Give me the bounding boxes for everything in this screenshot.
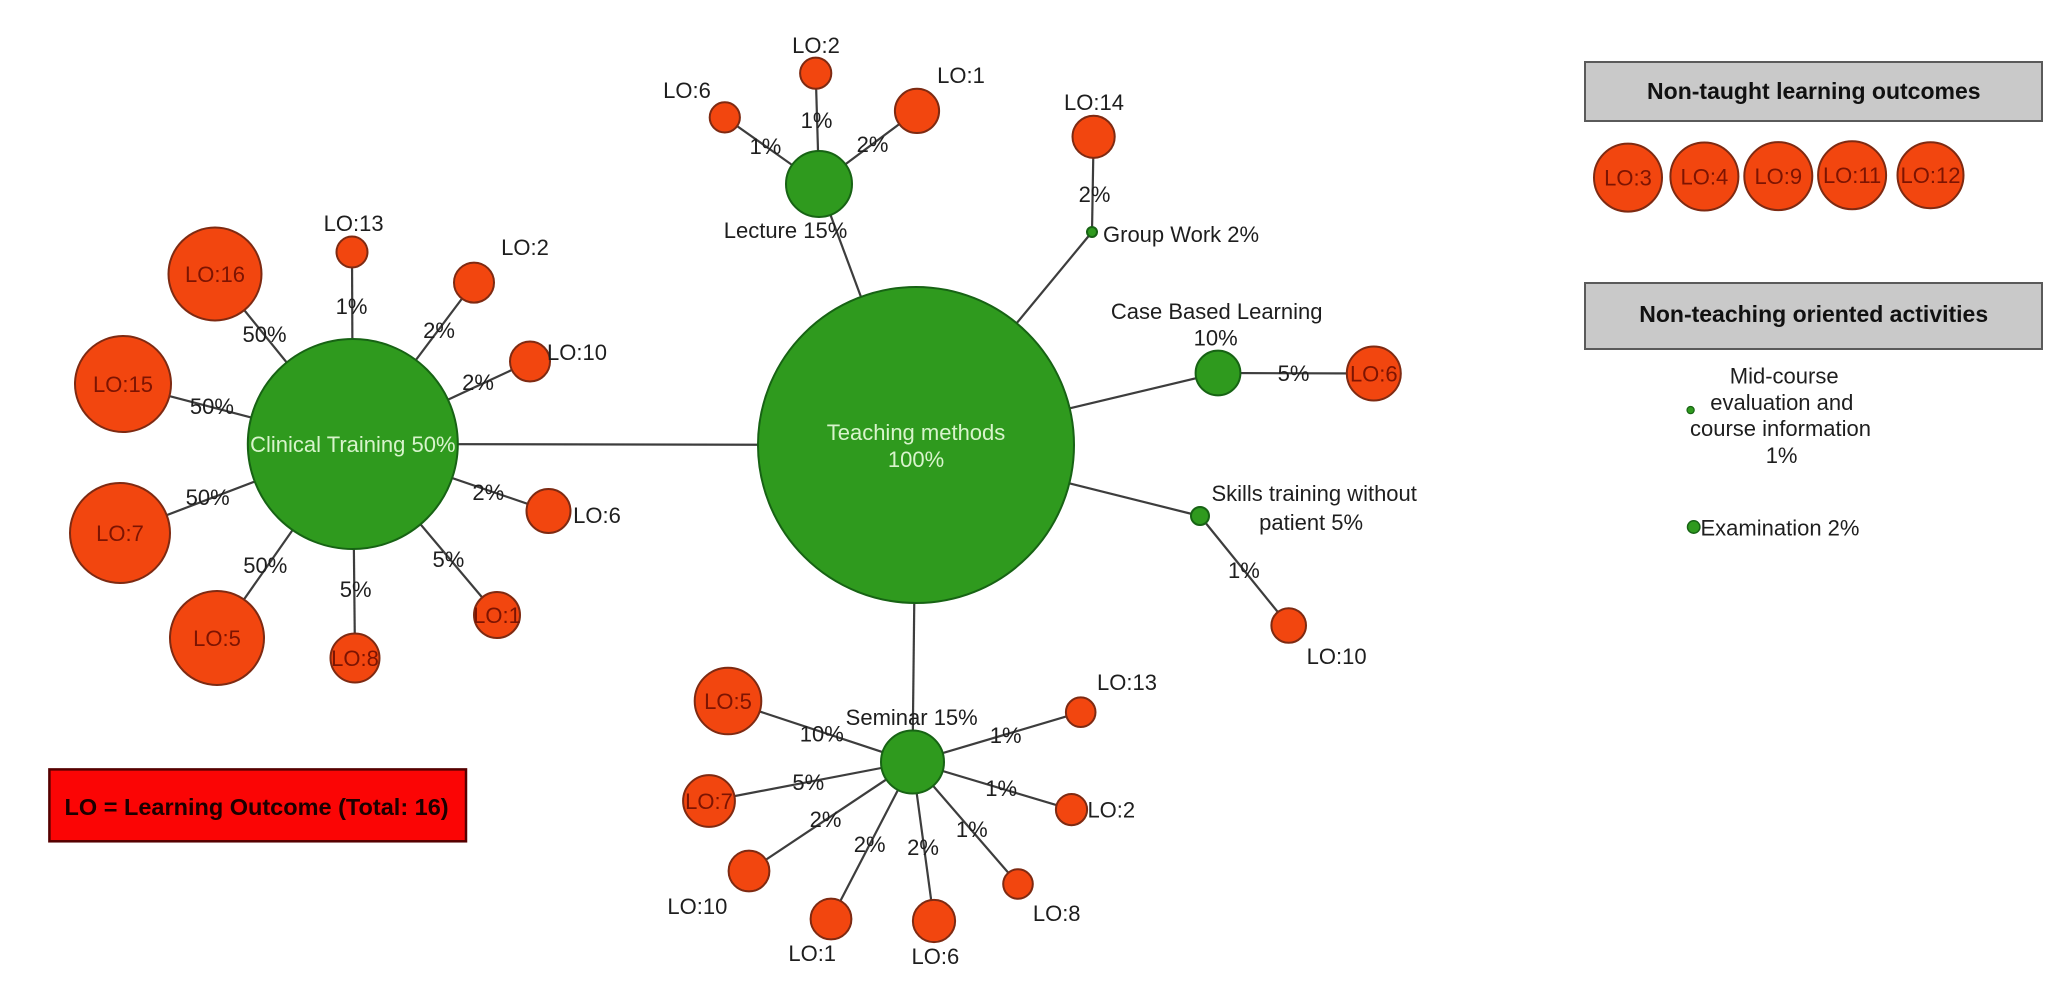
svg-text:LO:1: LO:1	[473, 603, 521, 628]
svg-text:2%: 2%	[1079, 182, 1111, 207]
svg-text:LO:6: LO:6	[912, 944, 960, 969]
svg-text:5%: 5%	[340, 577, 372, 602]
svg-text:LO:8: LO:8	[331, 646, 379, 671]
svg-text:LO:5: LO:5	[704, 689, 752, 714]
svg-text:Group Work 2%: Group Work 2%	[1103, 222, 1259, 247]
svg-text:Seminar 15%: Seminar 15%	[846, 705, 978, 730]
svg-text:Skills training without: Skills training without	[1211, 481, 1416, 506]
svg-text:1%: 1%	[956, 817, 988, 842]
svg-text:LO:10: LO:10	[547, 340, 607, 365]
svg-text:Lecture 15%: Lecture 15%	[724, 218, 848, 243]
svg-text:LO:6: LO:6	[573, 503, 621, 528]
svg-text:LO:10: LO:10	[1307, 644, 1367, 669]
svg-text:2%: 2%	[423, 318, 455, 343]
svg-text:LO:6: LO:6	[1350, 362, 1398, 387]
svg-text:LO:1: LO:1	[937, 63, 985, 88]
svg-text:2%: 2%	[907, 835, 939, 860]
svg-text:2%: 2%	[857, 132, 889, 157]
svg-text:10%: 10%	[800, 721, 844, 746]
svg-text:10%: 10%	[1194, 326, 1238, 351]
svg-text:Non-taught learning outcomes: Non-taught learning outcomes	[1647, 78, 1981, 104]
svg-text:100%: 100%	[888, 447, 944, 472]
svg-text:5%: 5%	[1278, 361, 1310, 386]
svg-text:LO:8: LO:8	[1033, 901, 1081, 926]
svg-text:LO:16: LO:16	[185, 262, 245, 287]
svg-text:evaluation and: evaluation and	[1710, 390, 1853, 415]
svg-text:LO:15: LO:15	[93, 372, 153, 397]
svg-text:LO:5: LO:5	[193, 626, 241, 651]
svg-text:LO:4: LO:4	[1681, 165, 1729, 190]
svg-text:2%: 2%	[472, 480, 504, 505]
svg-text:2%: 2%	[462, 370, 494, 395]
svg-text:LO:7: LO:7	[685, 789, 733, 814]
svg-text:2%: 2%	[810, 807, 842, 832]
svg-text:5%: 5%	[792, 770, 824, 795]
svg-text:Teaching methods: Teaching methods	[827, 420, 1006, 445]
svg-text:LO:10: LO:10	[667, 894, 727, 919]
svg-text:50%: 50%	[186, 485, 230, 510]
svg-text:Non-teaching oriented activiti: Non-teaching oriented activities	[1639, 301, 1988, 327]
svg-text:1%: 1%	[1766, 443, 1798, 468]
svg-text:Mid-course: Mid-course	[1730, 363, 1839, 388]
svg-text:2%: 2%	[854, 832, 886, 857]
svg-text:Examination 2%: Examination 2%	[1701, 516, 1860, 541]
svg-text:1%: 1%	[750, 134, 782, 159]
svg-text:LO:2: LO:2	[501, 235, 549, 260]
svg-text:Case Based Learning: Case Based Learning	[1111, 299, 1323, 324]
svg-text:LO:2: LO:2	[1087, 798, 1135, 823]
svg-text:patient 5%: patient 5%	[1259, 510, 1363, 535]
svg-text:LO:12: LO:12	[1901, 163, 1961, 188]
svg-text:LO:6: LO:6	[663, 78, 711, 103]
svg-text:LO:13: LO:13	[1097, 670, 1157, 695]
svg-text:LO:14: LO:14	[1064, 90, 1124, 115]
svg-text:LO:11: LO:11	[1823, 163, 1881, 188]
svg-text:LO:2: LO:2	[792, 33, 840, 58]
svg-text:LO:3: LO:3	[1604, 166, 1652, 191]
svg-text:course information: course information	[1690, 416, 1871, 441]
svg-text:LO:7: LO:7	[96, 521, 144, 546]
svg-text:50%: 50%	[242, 322, 286, 347]
svg-text:LO:13: LO:13	[324, 211, 384, 236]
svg-text:50%: 50%	[243, 553, 287, 578]
svg-text:Clinical Training 50%: Clinical Training 50%	[250, 432, 455, 457]
svg-text:LO = Learning Outcome (Total:: LO = Learning Outcome (Total: 16)	[65, 794, 449, 820]
svg-text:LO:1: LO:1	[788, 941, 836, 966]
svg-text:1%: 1%	[336, 294, 368, 319]
svg-text:LO:9: LO:9	[1754, 164, 1802, 189]
svg-text:1%: 1%	[985, 776, 1017, 801]
svg-text:50%: 50%	[190, 394, 234, 419]
svg-text:1%: 1%	[1228, 558, 1260, 583]
svg-text:5%: 5%	[433, 547, 465, 572]
svg-text:1%: 1%	[801, 108, 833, 133]
svg-text:1%: 1%	[990, 723, 1022, 748]
